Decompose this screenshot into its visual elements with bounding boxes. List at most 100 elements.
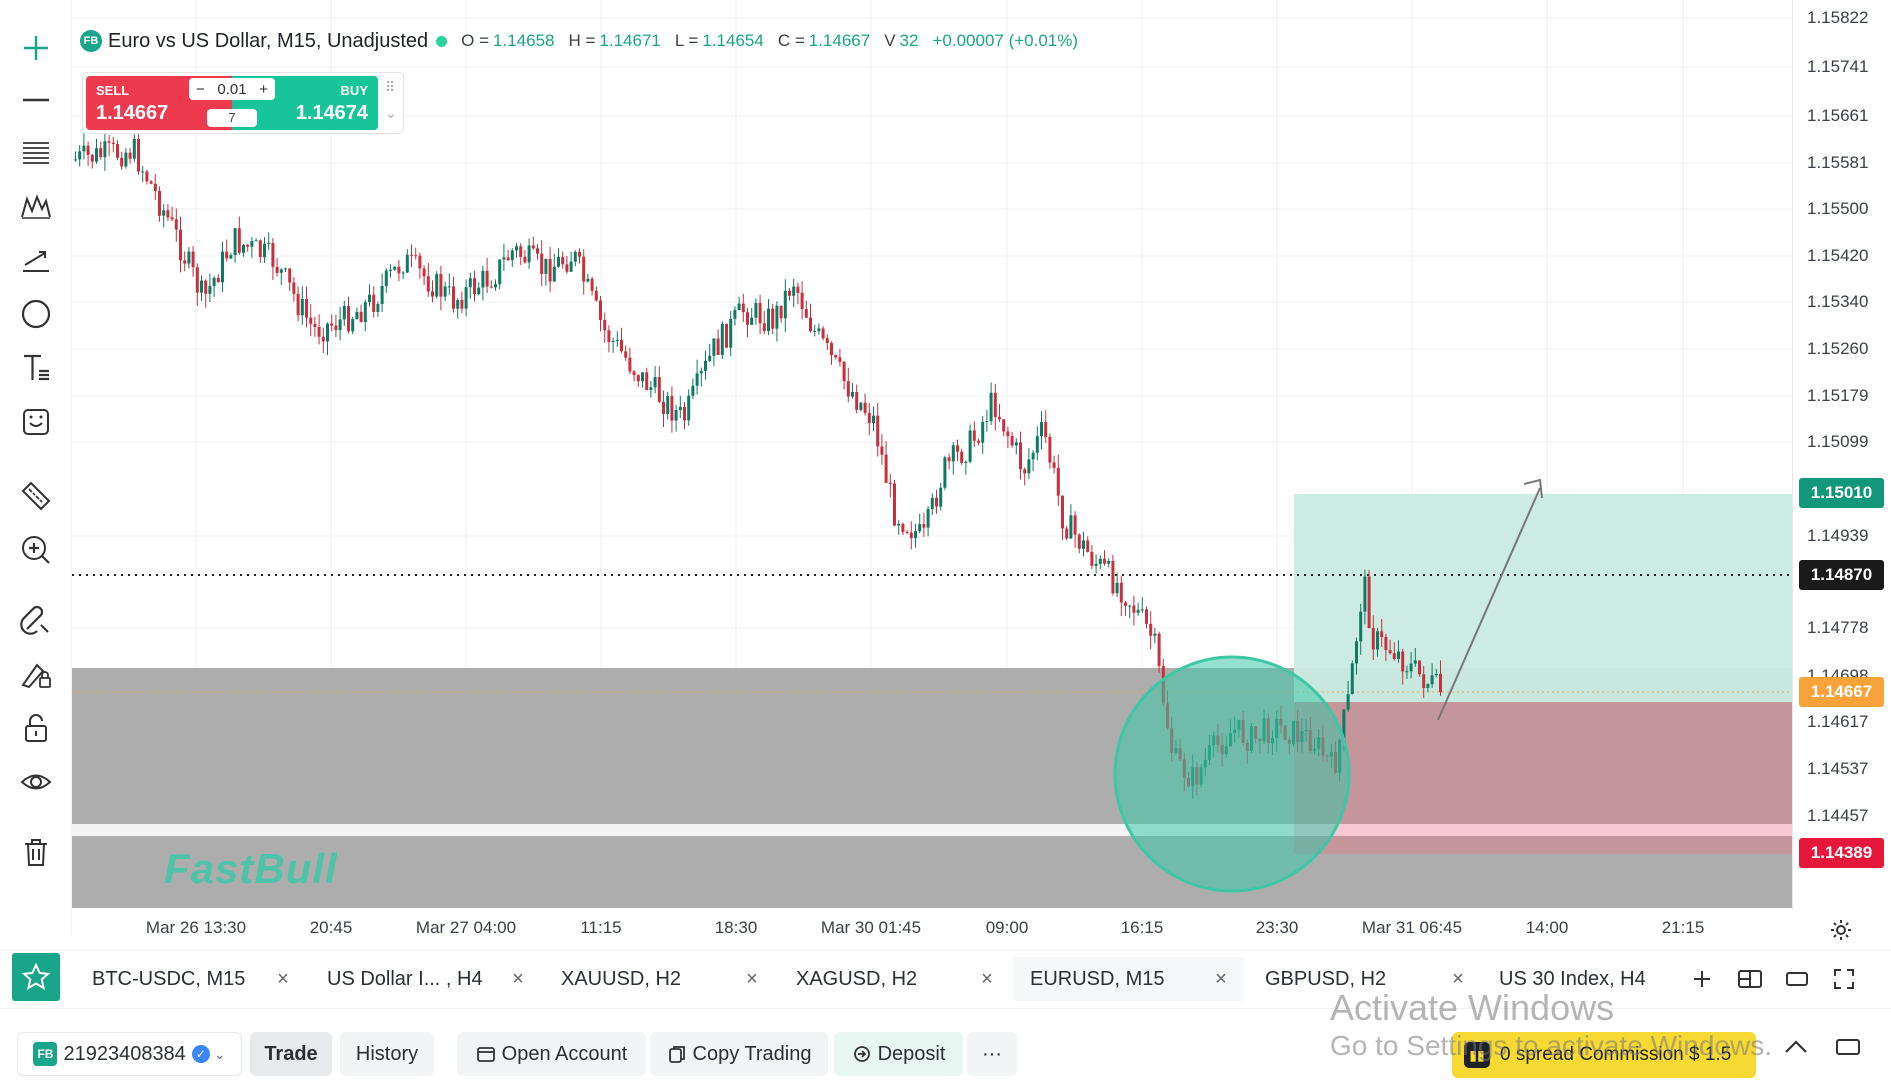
account-logo: FB: [33, 1042, 58, 1066]
candle-body: [431, 291, 434, 297]
candle-body: [720, 323, 724, 355]
time-tick-label: 18:30: [714, 918, 758, 937]
eye-icon[interactable]: [14, 760, 58, 804]
candle-body: [368, 294, 371, 303]
tab-xauusd[interactable]: XAUUSD, H2 ×: [541, 957, 771, 1001]
fullscreen-icon[interactable]: [1828, 963, 1860, 995]
projection-arrow[interactable]: [1437, 487, 1541, 721]
pattern-icon[interactable]: [14, 184, 58, 228]
unlock-icon[interactable]: [14, 706, 58, 750]
candle-body: [683, 406, 686, 421]
tab-xagusd[interactable]: XAGUSD, H2 ×: [776, 957, 1006, 1001]
trade-tab[interactable]: Trade: [250, 1032, 332, 1076]
candle-body: [1401, 651, 1405, 672]
tab-btc-usdc[interactable]: BTC-USDC, M15 ×: [72, 957, 302, 1001]
candle-body: [313, 323, 317, 328]
close-icon[interactable]: ×: [1215, 967, 1227, 990]
sticker-icon[interactable]: [14, 400, 58, 444]
candle-body: [401, 272, 405, 274]
window-icon[interactable]: [1781, 963, 1813, 995]
price-axis[interactable]: 1.15822 1.15741 1.15661 1.15581 1.15500 1.154…: [1792, 0, 1891, 910]
lot-minus-button[interactable]: −: [196, 80, 205, 98]
candle-body: [918, 524, 922, 532]
candle-body: [195, 267, 199, 293]
candle-body: [641, 372, 644, 382]
price-tick-label: 1.15260: [1807, 339, 1869, 358]
close-icon[interactable]: ×: [1452, 967, 1464, 990]
close-icon[interactable]: ×: [277, 967, 289, 990]
chevron-down-icon[interactable]: ⌄: [385, 105, 397, 121]
star-icon[interactable]: [12, 953, 60, 1001]
candle-body: [746, 312, 749, 325]
price-tick-label: 1.15581: [1807, 153, 1869, 172]
lock-drawing-icon[interactable]: [14, 652, 58, 696]
candle-body: [1077, 534, 1081, 549]
highlight-circle[interactable]: [1113, 655, 1351, 893]
candle-body: [1342, 709, 1346, 741]
close-icon[interactable]: ×: [746, 967, 758, 990]
layout-icon[interactable]: [1734, 963, 1766, 995]
zoom-in-icon[interactable]: [14, 528, 58, 572]
trash-icon[interactable]: [14, 830, 58, 874]
candle-body: [95, 148, 98, 162]
tab-eurusd[interactable]: EURUSD, M15 ×: [1014, 957, 1244, 1001]
ruler-icon[interactable]: [14, 474, 58, 518]
lot-size-input[interactable]: 0.01: [217, 80, 247, 98]
open-account-button[interactable]: Open Account: [457, 1032, 646, 1076]
candle-body: [405, 254, 409, 273]
circle-icon[interactable]: [14, 292, 58, 336]
deposit-button[interactable]: Deposit: [834, 1032, 963, 1076]
account-selector[interactable]: FB 21923408384 ✓ ⌄: [17, 1032, 242, 1076]
trend-line-icon[interactable]: [14, 238, 58, 282]
time-tick-label: 21:15: [1661, 918, 1705, 937]
candle-body: [914, 531, 917, 539]
tab-gbpusd[interactable]: GBPUSD, H2 ×: [1249, 957, 1479, 1001]
close-icon[interactable]: ×: [981, 967, 993, 990]
more-button[interactable]: ···: [967, 1032, 1017, 1076]
price-chart[interactable]: FastBull: [72, 0, 1792, 910]
lot-size-stepper[interactable]: − 0.01 +: [189, 78, 275, 100]
candle-body: [691, 385, 695, 396]
candle-body: [86, 145, 90, 155]
promo-text: 0 spread Commission $ 1.5: [1500, 1044, 1732, 1065]
crosshair-icon[interactable]: [14, 26, 58, 70]
chevron-up-icon[interactable]: [1780, 1031, 1812, 1063]
candle-body: [149, 181, 153, 184]
gear-icon[interactable]: [1826, 915, 1856, 945]
magnet-icon[interactable]: [14, 598, 58, 642]
promo-banner[interactable]: ▮▮ 0 spread Commission $ 1.5: [1452, 1032, 1756, 1078]
lot-plus-button[interactable]: +: [259, 80, 268, 98]
take-profit-zone[interactable]: [1294, 494, 1792, 702]
history-tab[interactable]: History: [340, 1032, 434, 1076]
text-icon[interactable]: [14, 346, 58, 390]
high-value: 1.14671: [599, 31, 661, 50]
candle-body: [216, 277, 220, 283]
candle-body: [817, 328, 821, 332]
tab-us30-index[interactable]: US 30 Index, H4: [1483, 957, 1673, 1001]
candle-body: [800, 292, 804, 310]
candle-body: [523, 256, 527, 263]
close-icon[interactable]: ×: [512, 967, 524, 990]
price-tick-label: 1.15741: [1807, 57, 1869, 76]
candle-body: [599, 300, 602, 320]
candle-body: [296, 293, 300, 316]
candle-body: [1082, 540, 1085, 549]
candle-body: [1056, 467, 1060, 496]
candlestick-canvas[interactable]: [72, 0, 1792, 910]
candle-body: [1392, 653, 1396, 659]
arrow-head-icon: [1523, 478, 1543, 499]
copy-trading-button[interactable]: Copy Trading: [650, 1032, 828, 1076]
change-value: +0.00007 (+0.01%): [932, 31, 1079, 50]
candle-body: [334, 325, 338, 331]
candle-body: [1086, 540, 1090, 552]
drag-handle-icon[interactable]: ⠿: [385, 79, 396, 95]
candle-body: [267, 242, 271, 244]
symbol-title[interactable]: Euro vs US Dollar, M15, Unadjusted: [108, 29, 429, 52]
add-tab-icon[interactable]: [1686, 963, 1718, 995]
horizontal-line-icon[interactable]: [14, 78, 58, 122]
tab-us-dollar-index[interactable]: US Dollar I... , H4 ×: [307, 957, 537, 1001]
candle-body: [468, 278, 472, 288]
fibonacci-icon[interactable]: [14, 130, 58, 174]
panel-toggle-icon[interactable]: [1832, 1031, 1864, 1063]
candle-body: [569, 261, 573, 272]
